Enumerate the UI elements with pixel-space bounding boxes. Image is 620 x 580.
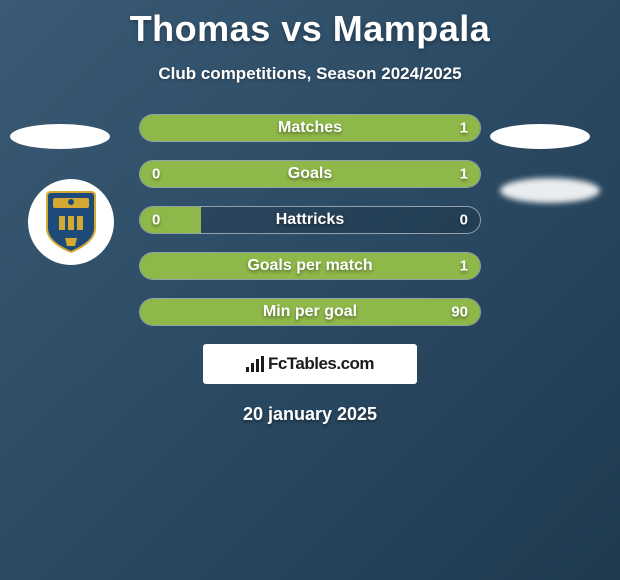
brand-bar bbox=[246, 367, 249, 372]
subtitle: Club competitions, Season 2024/2025 bbox=[0, 64, 620, 84]
brand-bar bbox=[261, 356, 264, 372]
shield-icon bbox=[43, 190, 99, 254]
stat-row: Matches1 bbox=[139, 114, 481, 142]
stat-value-right: 1 bbox=[460, 120, 468, 137]
stat-label: Matches bbox=[140, 119, 480, 137]
stat-value-right: 90 bbox=[451, 304, 468, 321]
stat-value-right: 1 bbox=[460, 166, 468, 183]
stat-label: Goals bbox=[140, 165, 480, 183]
stat-row: Goals0 1 bbox=[139, 160, 481, 188]
brand-box: FcTables.com bbox=[203, 344, 417, 384]
stat-row: Min per goal90 bbox=[139, 298, 481, 326]
team-badge bbox=[28, 179, 114, 265]
player-oval-left bbox=[10, 124, 110, 149]
stat-value-left: 0 bbox=[152, 212, 160, 229]
player-oval-right bbox=[490, 124, 590, 149]
brand-bar bbox=[251, 363, 254, 372]
stats-container: Matches1Goals01Hattricks00Goals per matc… bbox=[139, 114, 481, 326]
brand-bar bbox=[256, 359, 259, 372]
player-oval-right-2 bbox=[500, 178, 600, 203]
stat-value-right: 1 bbox=[460, 258, 468, 275]
date-text: 20 january 2025 bbox=[0, 404, 620, 425]
stat-label: Min per goal bbox=[140, 303, 480, 321]
brand-text: FcTables.com bbox=[268, 354, 374, 374]
stat-label: Hattricks bbox=[140, 211, 480, 229]
stat-label: Goals per match bbox=[140, 257, 480, 275]
stat-value-left: 0 bbox=[152, 166, 160, 183]
stat-row: Goals per match1 bbox=[139, 252, 481, 280]
page-title: Thomas vs Mampala bbox=[0, 0, 620, 50]
stat-row: Hattricks0 0 bbox=[139, 206, 481, 234]
stat-value-right: 0 bbox=[460, 212, 468, 229]
brand-bars-icon bbox=[246, 356, 264, 372]
